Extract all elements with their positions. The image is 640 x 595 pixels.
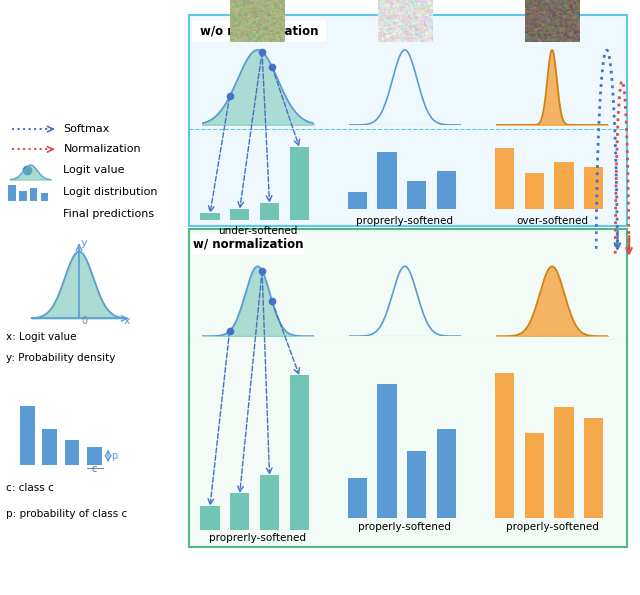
Bar — [260, 475, 279, 530]
Bar — [495, 148, 514, 209]
Text: over-softened: over-softened — [516, 216, 588, 226]
Bar — [65, 440, 79, 465]
Bar — [584, 418, 604, 518]
Text: x: Logit value: x: Logit value — [6, 331, 77, 342]
FancyBboxPatch shape — [186, 19, 333, 43]
Bar — [554, 162, 573, 209]
Bar — [348, 192, 367, 209]
Text: y: y — [81, 238, 88, 248]
Text: p: probability of class c: p: probability of class c — [6, 509, 127, 519]
Bar — [230, 493, 250, 530]
Bar — [200, 506, 220, 530]
Bar — [584, 167, 604, 209]
Bar — [525, 173, 544, 209]
Text: c: class c: c: class c — [6, 483, 54, 493]
Text: w/ normalization: w/ normalization — [193, 237, 303, 250]
Bar — [41, 193, 48, 201]
Text: proprerly-softened: proprerly-softened — [356, 216, 453, 226]
Bar — [8, 185, 15, 201]
Text: Logit value: Logit value — [63, 165, 125, 174]
Bar — [378, 152, 397, 209]
Text: under-softened: under-softened — [218, 226, 298, 236]
Text: Normalization: Normalization — [63, 145, 141, 154]
Bar — [230, 209, 250, 220]
Bar — [436, 171, 456, 209]
Bar — [407, 451, 426, 518]
Text: Softmax: Softmax — [63, 124, 110, 134]
Text: p: p — [111, 451, 118, 461]
Bar — [554, 406, 573, 518]
Bar — [42, 429, 57, 465]
Text: w/o normalization: w/o normalization — [200, 24, 319, 37]
Text: proprerly-softened: proprerly-softened — [209, 533, 306, 543]
Bar — [407, 181, 426, 209]
Bar — [378, 384, 397, 518]
Bar — [436, 429, 456, 518]
Bar — [30, 188, 37, 201]
Text: c: c — [92, 464, 97, 474]
Text: Logit distribution: Logit distribution — [63, 187, 158, 197]
Bar — [260, 203, 279, 220]
Bar — [87, 447, 102, 465]
Bar — [20, 406, 35, 465]
Text: properly-softened: properly-softened — [506, 522, 598, 533]
FancyBboxPatch shape — [186, 232, 310, 256]
Text: x: x — [124, 316, 130, 326]
Bar — [289, 147, 309, 220]
Bar — [200, 213, 220, 220]
Bar — [19, 191, 26, 201]
Text: y: Probability density: y: Probability density — [6, 353, 116, 363]
Bar — [525, 433, 544, 518]
Bar — [289, 375, 309, 530]
Text: 0: 0 — [81, 316, 87, 326]
Text: Final predictions: Final predictions — [63, 209, 154, 219]
Bar — [348, 478, 367, 518]
Text: properly-softened: properly-softened — [358, 522, 451, 533]
Bar — [495, 373, 514, 518]
